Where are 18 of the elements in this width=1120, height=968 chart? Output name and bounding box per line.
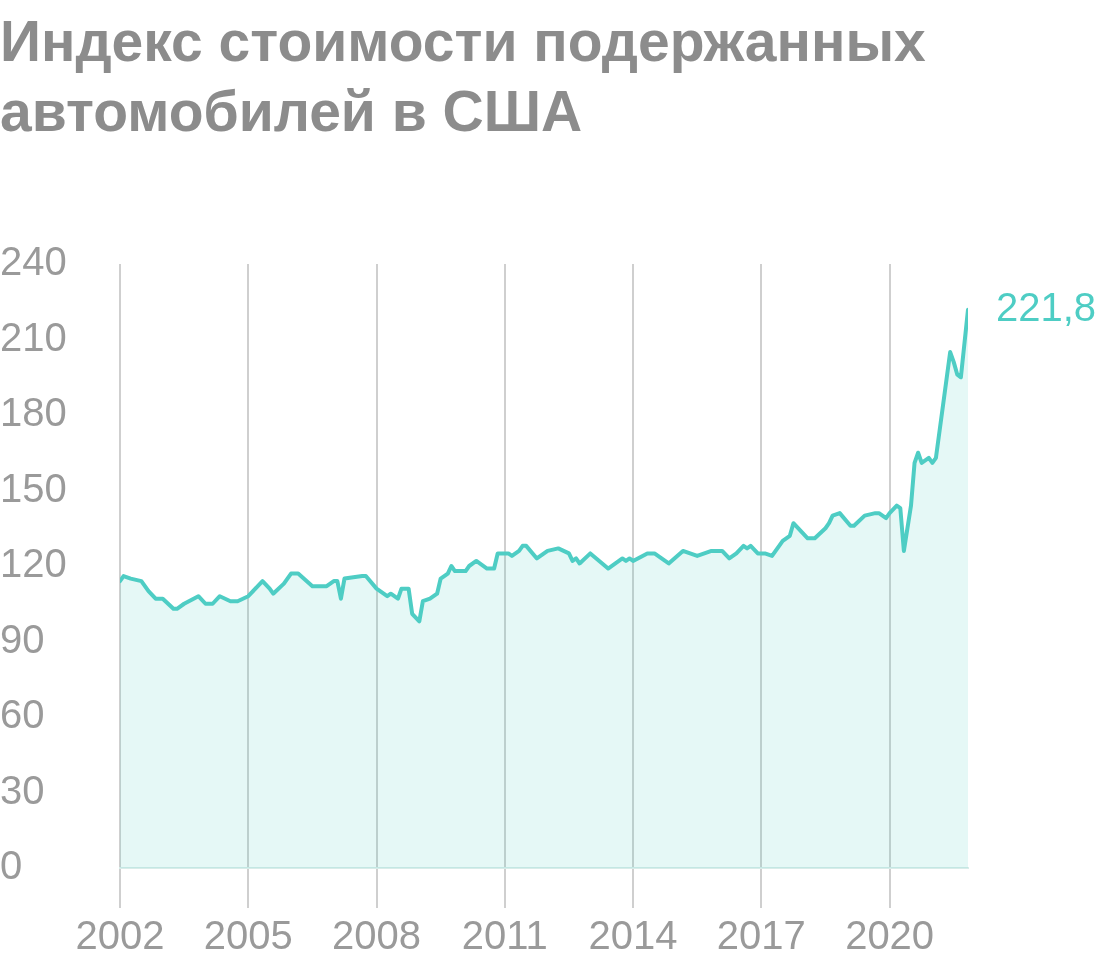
annotation: 221,8 [996, 284, 1097, 329]
y-tick-label: 90 [0, 616, 45, 661]
x-tick-label: 2020 [845, 913, 935, 958]
y-tick-label: 30 [0, 767, 45, 812]
y-tick-label: 120 [0, 541, 67, 586]
y-tick-label: 210 [0, 314, 67, 359]
x-tick-label: 2014 [588, 913, 678, 958]
y-tick-label: 180 [0, 390, 67, 435]
y-tick-label: 60 [0, 692, 45, 737]
x-tick-label: 2005 [203, 913, 293, 958]
y-tick-label: 0 [0, 843, 23, 888]
chart-title: Индекс стоимости подержанных автомобилей в США [0, 8, 927, 145]
x-tick-label: 2011 [461, 913, 548, 958]
y-tick-label: 150 [0, 465, 67, 510]
x-tick-label: 2008 [332, 913, 422, 958]
y-tick-label: 240 [0, 239, 67, 284]
x-tick-label: 2002 [75, 913, 165, 958]
x-tick-label: 2017 [716, 913, 806, 958]
